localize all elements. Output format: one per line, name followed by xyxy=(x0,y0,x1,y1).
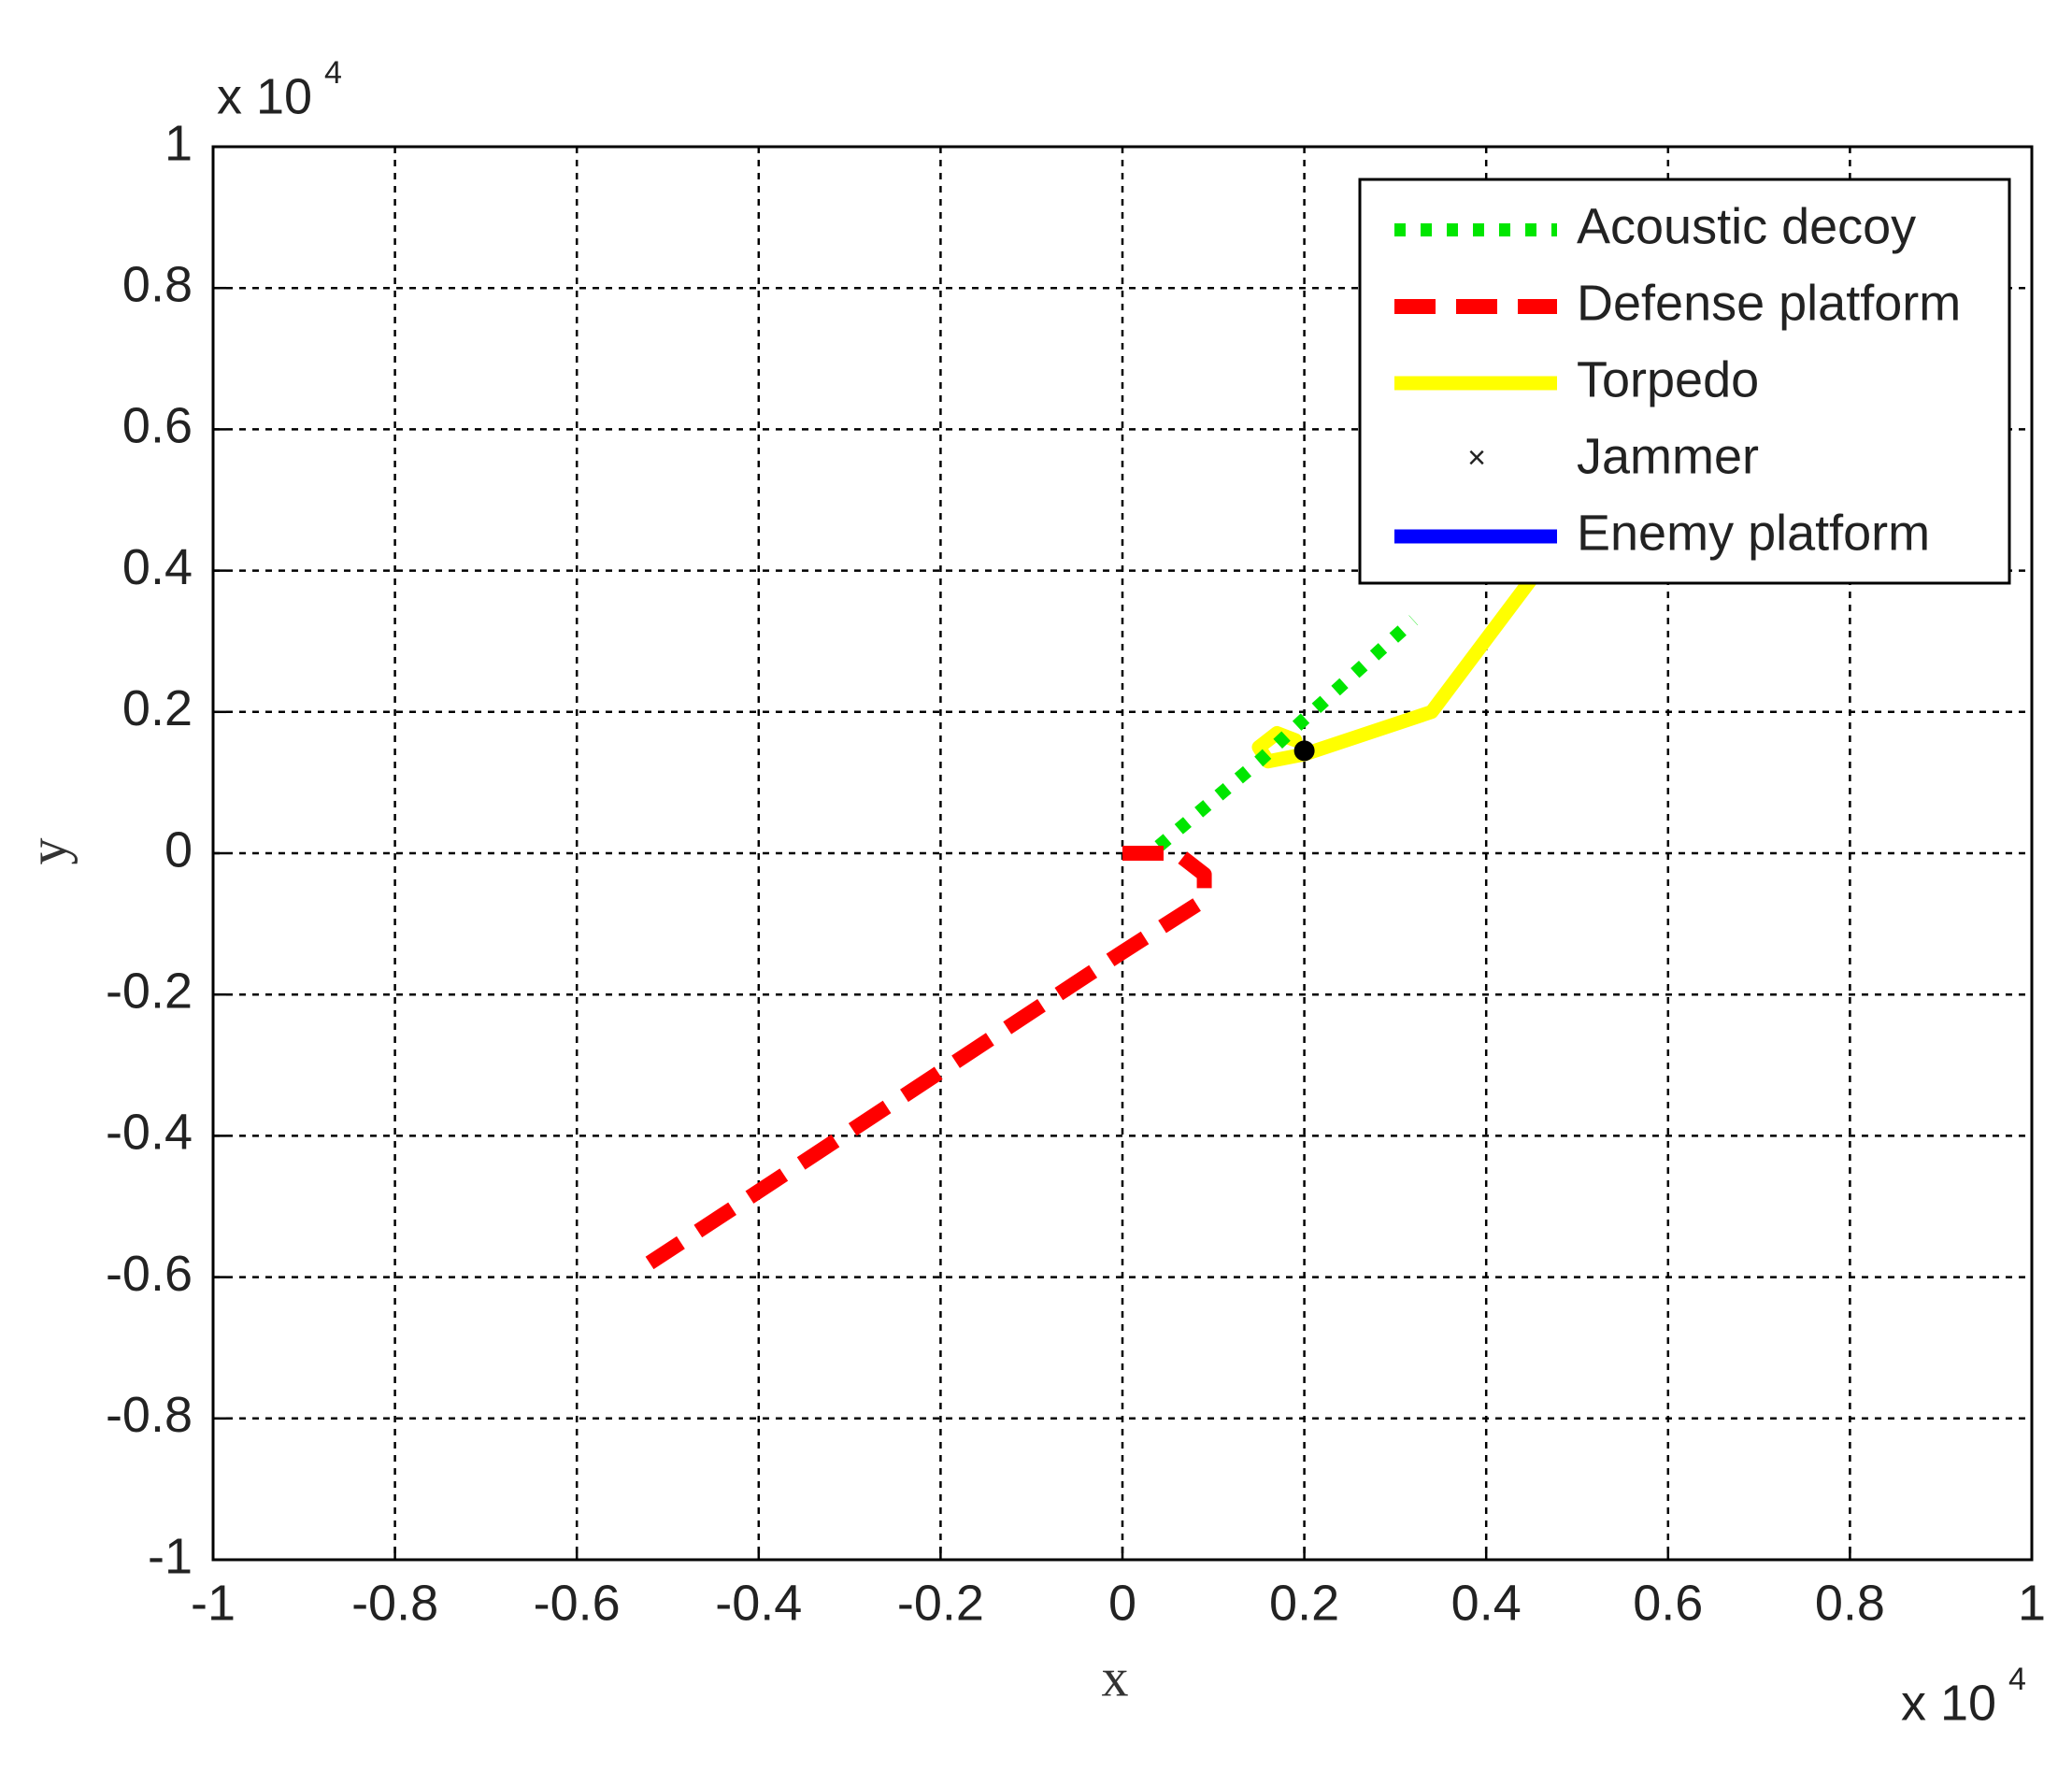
x-exponent: x 10 xyxy=(1901,1675,1996,1731)
y-tick-label: -0.8 xyxy=(106,1387,193,1443)
legend-marker: × xyxy=(1467,440,1486,476)
legend-label: Defense platform xyxy=(1577,275,1961,331)
x-tick-label: -1 xyxy=(191,1575,236,1631)
series-line xyxy=(1154,615,1419,851)
y-axis-label: y xyxy=(17,838,78,865)
y-tick-label: 0.8 xyxy=(122,256,193,312)
jammer-marker xyxy=(1293,740,1315,762)
y-tick-label: 0.4 xyxy=(122,539,193,595)
x-tick-label: -0.2 xyxy=(897,1575,984,1631)
y-tick-label: -0.6 xyxy=(106,1246,193,1302)
x-tick-label: -0.6 xyxy=(534,1575,621,1631)
x-exponent-power: 4 xyxy=(2008,1662,2026,1697)
series-line xyxy=(645,846,1212,1270)
x-axis-label: x xyxy=(1102,1647,1129,1707)
y-exponent: x 10 xyxy=(217,68,312,124)
x-tick-label: -0.4 xyxy=(715,1575,802,1631)
legend-label: Jammer xyxy=(1577,428,1759,484)
x-tick-label: -0.8 xyxy=(351,1575,438,1631)
x-tick-label: 0.8 xyxy=(1815,1575,1885,1631)
y-tick-label: -0.2 xyxy=(106,963,193,1019)
x-tick-label: 0.2 xyxy=(1269,1575,1339,1631)
y-tick-label: 0.2 xyxy=(122,680,193,736)
plot-frame xyxy=(211,145,2034,1562)
y-tick-label: -1 xyxy=(148,1528,193,1584)
legend-label: Acoustic decoy xyxy=(1577,198,1916,254)
y-exponent-power: 4 xyxy=(324,55,342,91)
x-tick-label: 1 xyxy=(2018,1575,2046,1631)
legend-label: Enemy platform xyxy=(1577,505,1930,561)
x-tick-label: 0.6 xyxy=(1633,1575,1703,1631)
x-tick-label: 0.4 xyxy=(1451,1575,1522,1631)
y-tick-label: 0.6 xyxy=(122,398,193,454)
y-tick-label: -0.4 xyxy=(106,1105,193,1161)
x-tick-label: 0 xyxy=(1108,1575,1136,1631)
y-tick-label: 1 xyxy=(164,115,193,171)
y-tick-label: 0 xyxy=(164,821,193,878)
legend-label: Torpedo xyxy=(1577,351,1759,407)
